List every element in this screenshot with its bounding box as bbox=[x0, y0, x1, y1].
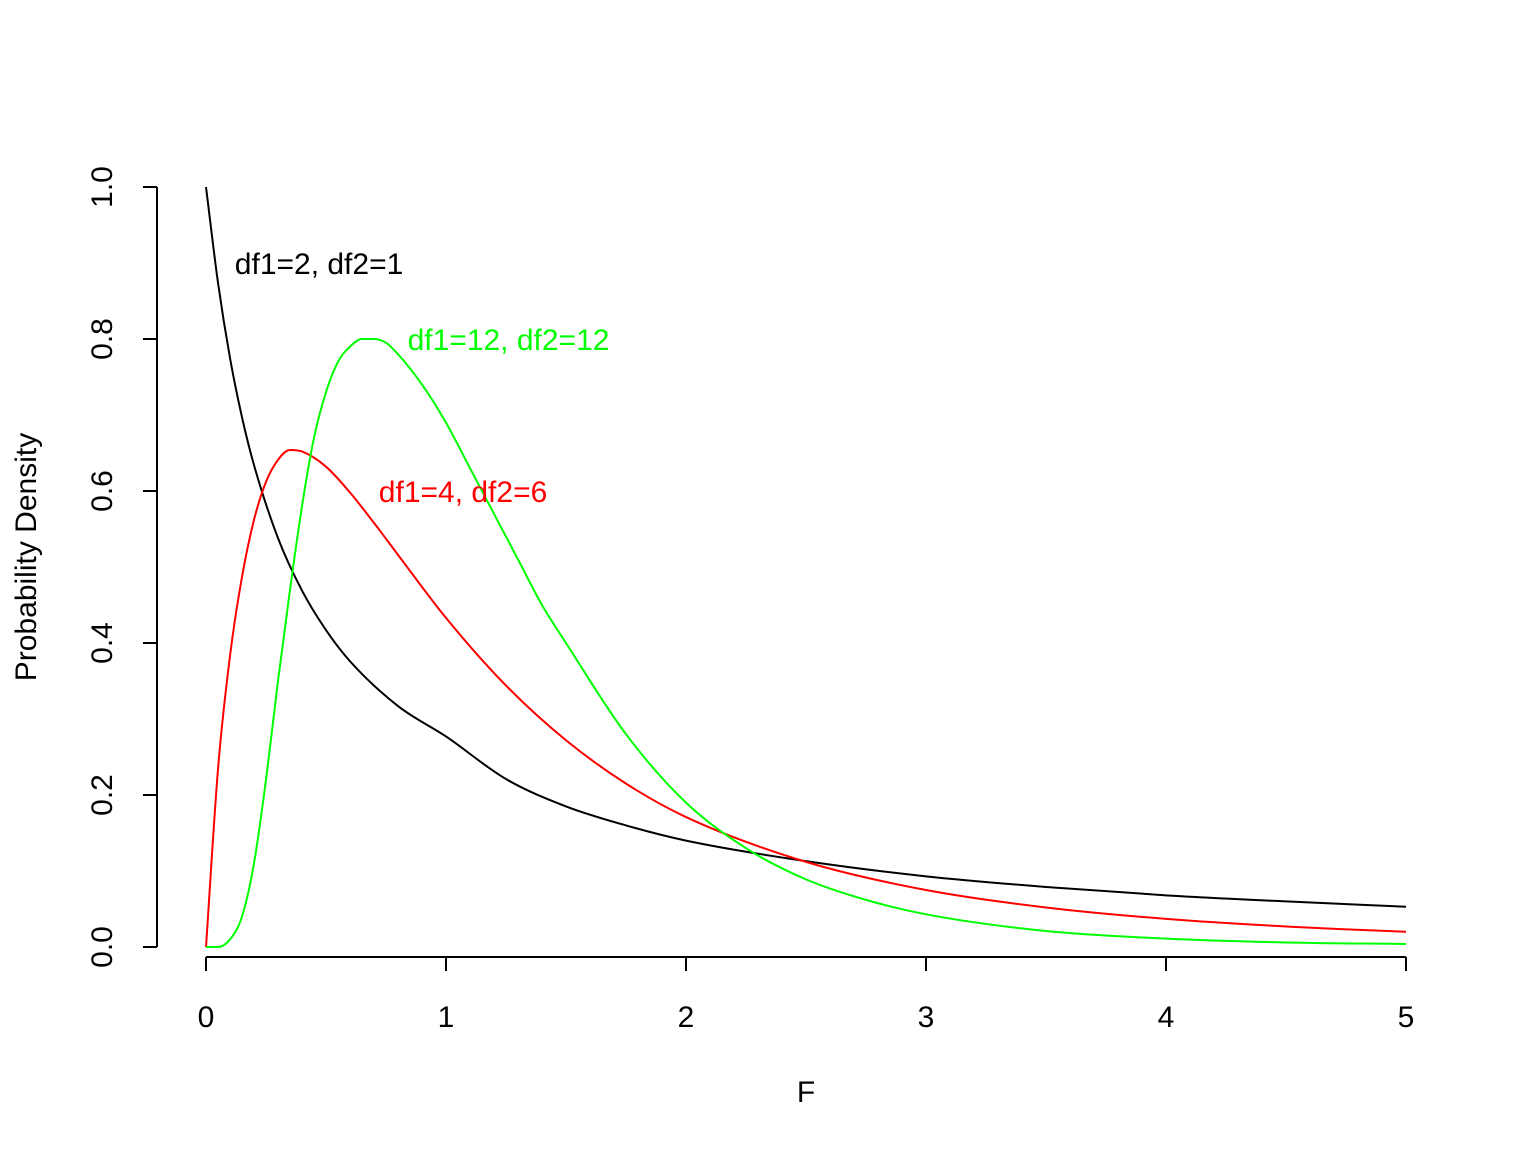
curve-annotation-1: df1=2, df2=1 bbox=[235, 248, 403, 281]
y-tick-label: 0.8 bbox=[86, 318, 119, 360]
curve-annotation-2: df1=12, df2=12 bbox=[408, 324, 610, 357]
density-curve-2 bbox=[205, 448, 1407, 948]
x-axis-title: F bbox=[797, 1076, 815, 1109]
y-tick-label: 1.0 bbox=[86, 166, 119, 208]
y-tick-label: 0.0 bbox=[86, 926, 119, 968]
y-tick-label: 0.2 bbox=[86, 774, 119, 816]
x-tick-label: 2 bbox=[678, 1001, 695, 1034]
curve-annotations: df1=2, df2=1 df1=12, df2=12 df1=4, df2=6 bbox=[235, 248, 610, 509]
plot-area: df1=2, df2=1 df1=12, df2=12 df1=4, df2=6 bbox=[205, 186, 1407, 948]
y-tick-label: 0.4 bbox=[86, 622, 119, 664]
curve-annotation-3: df1=4, df2=6 bbox=[379, 476, 548, 509]
x-tick-label: 4 bbox=[1158, 1001, 1175, 1034]
y-axis: 0.0 0.2 0.4 0.6 0.8 1.0 bbox=[86, 166, 158, 968]
x-tick-label: 0 bbox=[198, 1001, 215, 1034]
density-curves bbox=[205, 186, 1407, 948]
x-axis-ticks: 0 1 2 3 4 5 bbox=[198, 957, 1415, 1034]
density-curve-3 bbox=[206, 338, 1407, 948]
x-tick-label: 1 bbox=[438, 1001, 455, 1034]
x-axis: 0 1 2 3 4 5 bbox=[198, 956, 1415, 1034]
x-tick-label: 3 bbox=[918, 1001, 935, 1034]
y-axis-title: Probability Density bbox=[10, 433, 43, 681]
y-axis-ticks: 0.0 0.2 0.4 0.6 0.8 1.0 bbox=[86, 166, 157, 968]
x-tick-label: 5 bbox=[1398, 1001, 1415, 1034]
y-tick-label: 0.6 bbox=[86, 470, 119, 512]
density-curve-1 bbox=[205, 186, 1407, 908]
